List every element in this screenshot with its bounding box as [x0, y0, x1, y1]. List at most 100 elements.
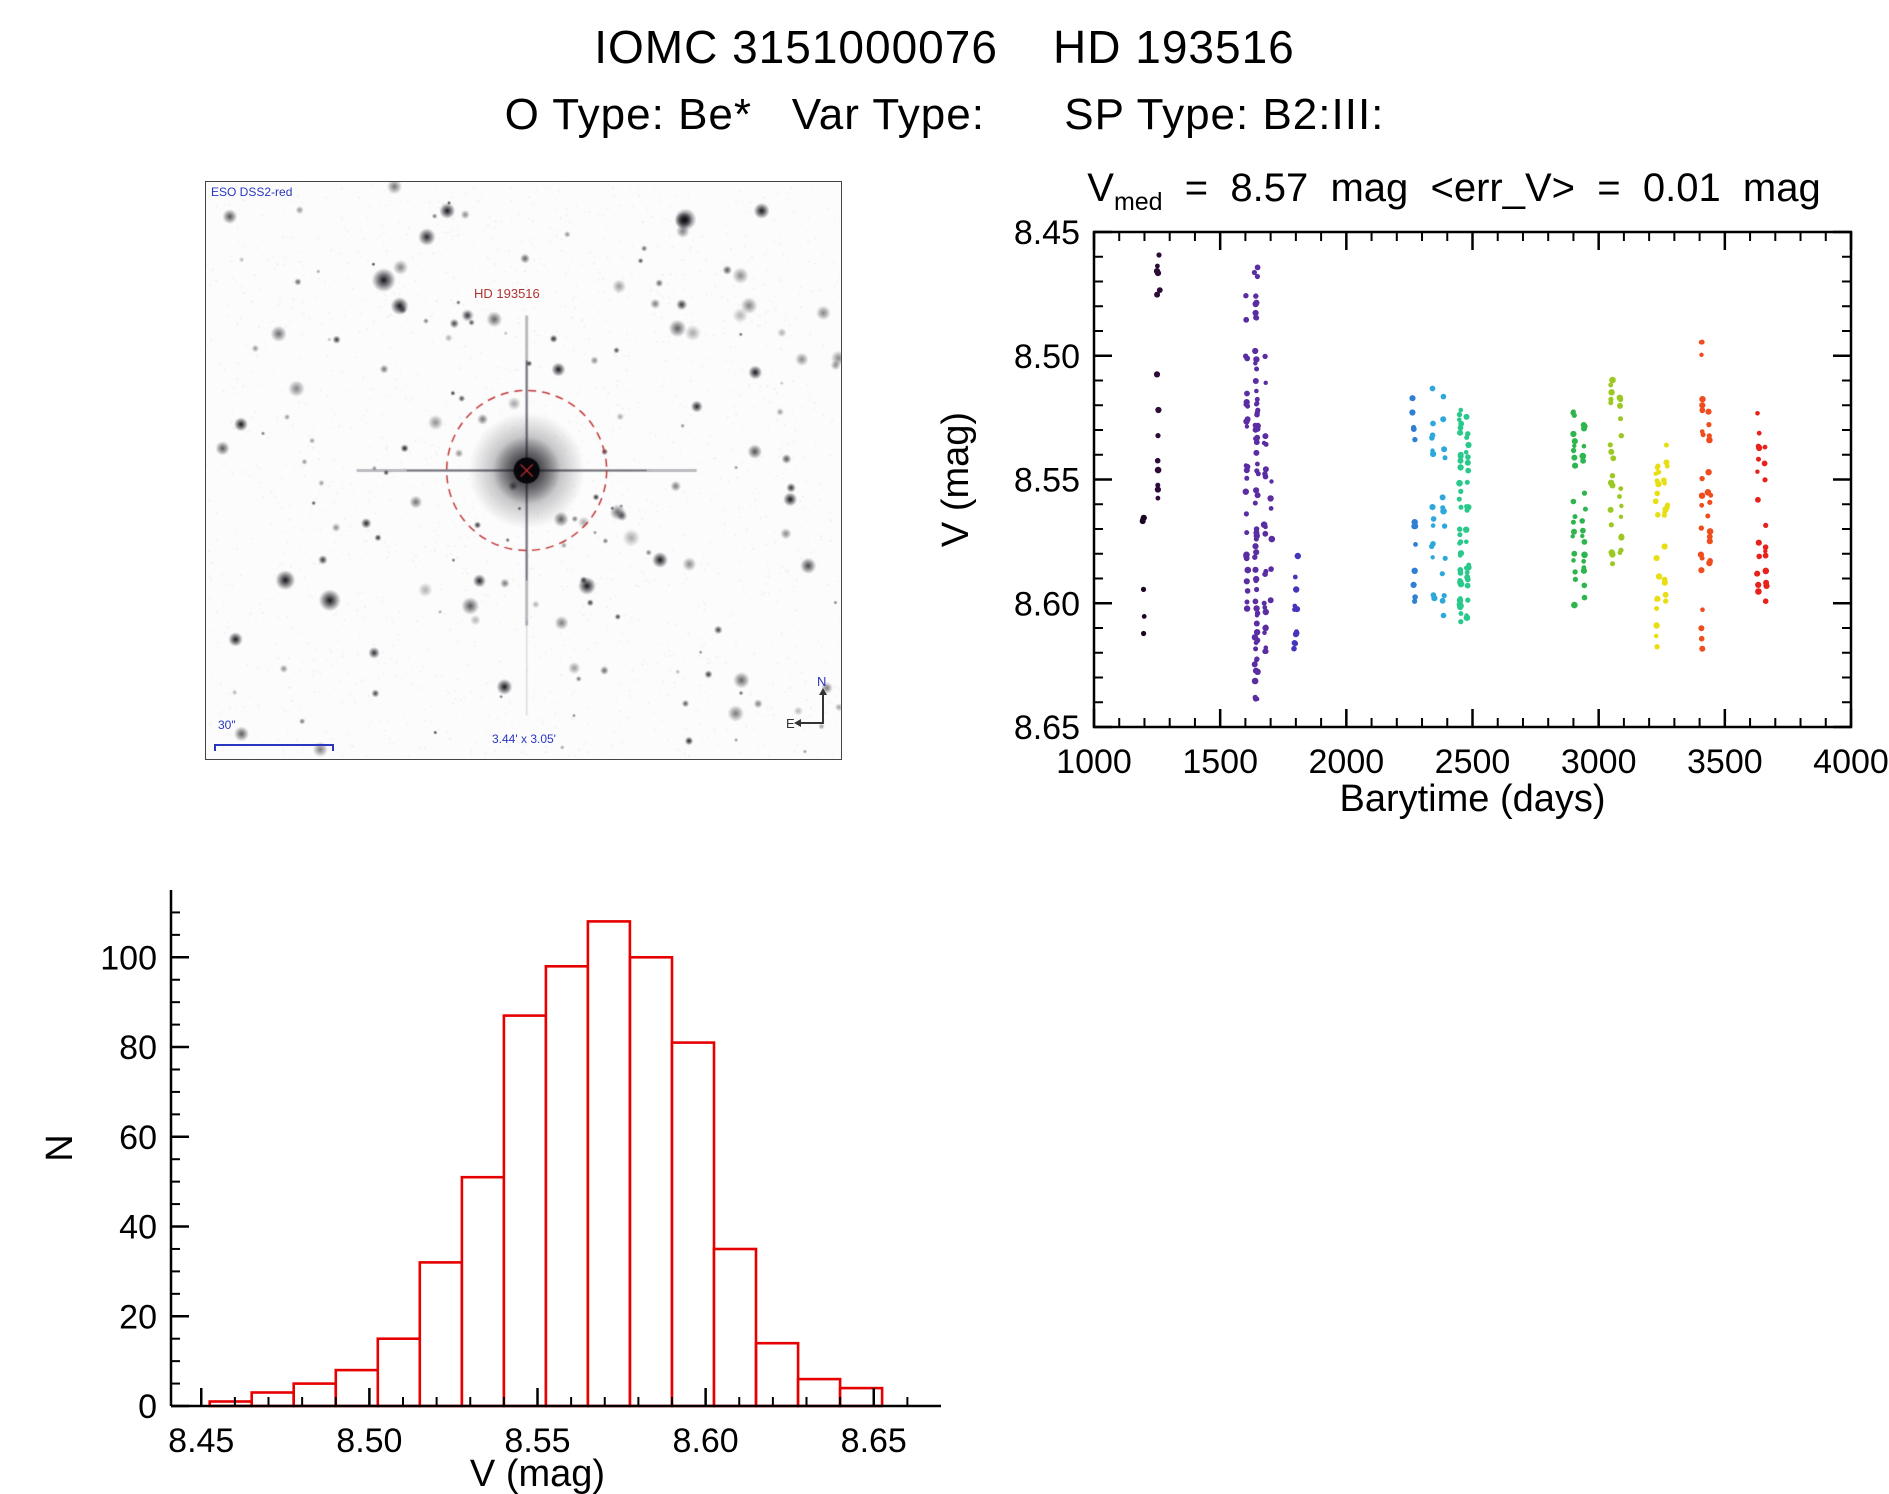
scatter-x-tick-label: 1000	[1056, 743, 1132, 781]
scatter-x-tick-label: 2000	[1309, 743, 1385, 781]
data-point	[1618, 514, 1624, 519]
data-point	[1617, 494, 1622, 499]
data-point	[1618, 486, 1624, 491]
data-point	[1409, 409, 1416, 416]
data-point	[1571, 558, 1576, 563]
data-point	[1609, 551, 1616, 558]
data-point	[1156, 252, 1162, 258]
data-point	[1706, 422, 1712, 428]
data-point	[1580, 533, 1585, 539]
data-point	[1262, 530, 1269, 537]
data-point	[1456, 496, 1462, 502]
data-point	[1618, 416, 1623, 422]
data-point	[1429, 504, 1436, 511]
data-point	[1293, 586, 1300, 593]
data-point	[1251, 269, 1257, 276]
data-point	[1254, 264, 1261, 271]
scatter-title-var: V	[1087, 166, 1114, 210]
data-point	[1243, 316, 1250, 323]
data-point	[1458, 602, 1464, 609]
data-point	[1580, 527, 1586, 534]
scatter-plot-box	[1092, 230, 1853, 729]
data-point	[1457, 464, 1464, 471]
data-point	[1464, 582, 1471, 589]
data-point	[1617, 396, 1624, 403]
data-point	[1253, 532, 1261, 540]
data-point	[1244, 599, 1250, 605]
data-point	[1441, 446, 1448, 453]
scatter-title-rest: = 8.57 mag <err_V> = 0.01 mag	[1162, 166, 1821, 210]
data-point	[1572, 443, 1577, 448]
data-point	[1458, 611, 1464, 616]
data-point	[1609, 376, 1616, 384]
data-point	[1581, 582, 1588, 589]
data-point	[1617, 402, 1623, 409]
data-point	[1463, 526, 1470, 533]
histogram-bar	[628, 955, 674, 1408]
data-point	[1441, 593, 1447, 599]
data-point	[1429, 435, 1435, 441]
data-point	[1263, 380, 1268, 385]
histogram-bar	[754, 1341, 800, 1408]
data-point	[1411, 519, 1418, 526]
scatter-x-tick-label: 2500	[1435, 743, 1511, 781]
compass-east-arrowhead	[794, 719, 801, 727]
data-point	[1429, 385, 1436, 392]
data-point	[1706, 433, 1712, 439]
data-point	[1572, 576, 1578, 583]
hist-y-tick-label: 0	[138, 1388, 157, 1426]
data-point	[1464, 479, 1470, 485]
data-point	[1253, 549, 1260, 556]
data-point	[1458, 488, 1464, 494]
data-point	[1254, 273, 1260, 280]
data-point	[1243, 511, 1249, 517]
data-point	[1155, 495, 1161, 501]
data-point	[1754, 571, 1759, 577]
histogram-bar	[586, 920, 632, 1408]
scatter-x-tick-label: 1500	[1182, 743, 1258, 781]
data-point	[1293, 630, 1300, 637]
data-point	[1755, 496, 1761, 503]
data-point	[1243, 553, 1248, 559]
data-point	[1700, 607, 1705, 612]
data-point	[1608, 382, 1614, 388]
data-point	[1268, 535, 1276, 543]
data-point	[1653, 633, 1659, 639]
histogram-bar	[838, 1386, 884, 1408]
scale-label: 30"	[218, 718, 236, 732]
data-point	[1661, 579, 1668, 586]
data-point	[1698, 525, 1705, 531]
page-title: IOMC 3151000076 HD 193516	[594, 21, 1295, 73]
data-point	[1653, 622, 1660, 629]
data-point	[1610, 561, 1615, 567]
data-point	[1608, 448, 1615, 455]
data-point	[1570, 410, 1576, 416]
data-point	[1263, 524, 1268, 530]
data-point	[1262, 353, 1268, 360]
data-point	[1254, 613, 1260, 618]
hist-x-tick-label: 8.50	[336, 1422, 402, 1460]
data-point	[1464, 459, 1471, 466]
data-point	[1707, 499, 1713, 505]
data-point	[1463, 413, 1470, 420]
data-point	[1254, 658, 1259, 663]
histogram-bar	[376, 1337, 422, 1408]
histogram-bar	[250, 1391, 295, 1408]
data-point	[1252, 500, 1258, 506]
data-point	[1267, 495, 1274, 502]
scatter-title: Vmed = 8.57 mag <err_V> = 0.01 mag	[1044, 166, 1864, 216]
data-point	[1762, 444, 1768, 450]
data-point	[1440, 393, 1447, 400]
data-point	[1253, 575, 1260, 583]
data-point	[1154, 486, 1161, 493]
data-point	[1263, 645, 1269, 650]
data-point	[1253, 436, 1259, 442]
data-point	[1457, 550, 1465, 557]
data-point	[1262, 433, 1269, 440]
data-point	[1705, 408, 1712, 415]
data-point	[1706, 436, 1713, 444]
data-point	[1699, 555, 1705, 561]
data-point	[1699, 645, 1706, 652]
data-point	[1661, 543, 1668, 550]
hist-y-tick-label: 60	[119, 1119, 157, 1157]
